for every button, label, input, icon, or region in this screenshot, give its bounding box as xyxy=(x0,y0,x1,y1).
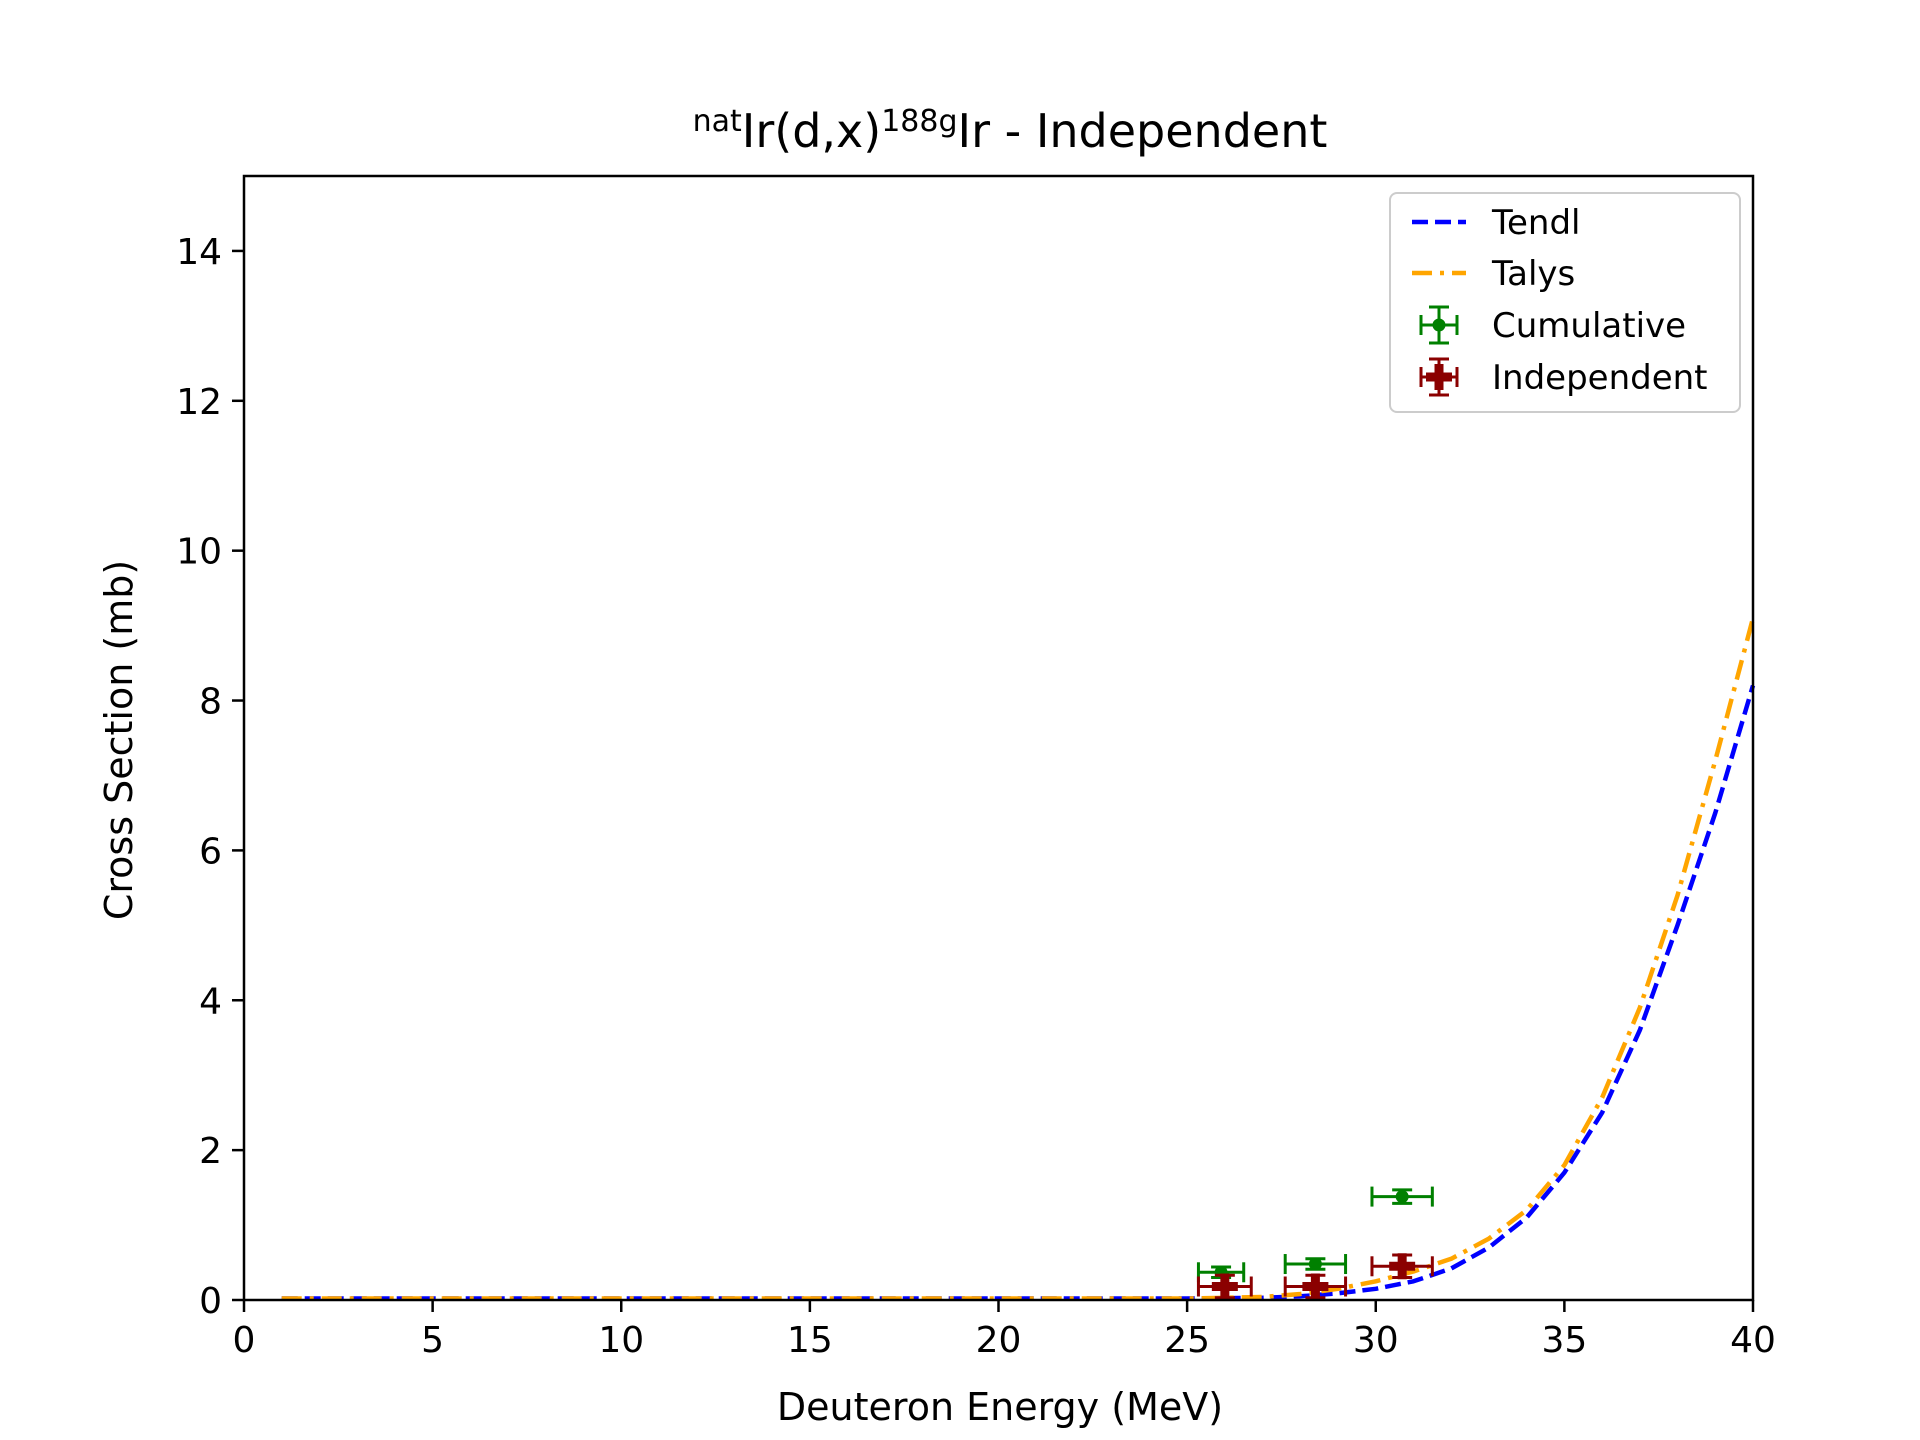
legend-label: Cumulative xyxy=(1492,306,1686,346)
legend-swatch xyxy=(1419,305,1459,345)
legend-items: Tendl Talys Cumulative Independent xyxy=(1412,203,1708,398)
legend-item-talys: Talys xyxy=(1412,254,1575,294)
chart-title-main-b: Ir - Independent xyxy=(958,104,1328,158)
y-axis: 0 2 4 6 8 10 12 14 xyxy=(176,232,244,1322)
chart-title: natIr(d,x)188gIr - Independent xyxy=(693,104,1328,158)
data-point-independent xyxy=(1196,1273,1253,1300)
data-point-cumulative xyxy=(1370,1186,1434,1207)
x-tick-label: 0 xyxy=(233,1320,256,1361)
series-line-talys xyxy=(281,617,1756,1301)
x-tick-label: 30 xyxy=(1353,1320,1399,1361)
data-point-cumulative xyxy=(1283,1254,1348,1275)
x-tick-label: 5 xyxy=(421,1320,444,1361)
legend-item-independent: Independent xyxy=(1419,357,1708,398)
x-tick-label: 40 xyxy=(1730,1320,1776,1361)
series-talys xyxy=(281,617,1756,1301)
x-tick-label: 10 xyxy=(598,1320,644,1361)
legend-label: Talys xyxy=(1491,254,1575,294)
y-tick-label: 12 xyxy=(176,382,222,423)
data-point-independent xyxy=(1370,1253,1434,1280)
y-tick-label: 4 xyxy=(199,981,222,1022)
marker-independent xyxy=(1211,1273,1238,1300)
y-tick-label: 8 xyxy=(199,682,222,723)
y-tick-label: 10 xyxy=(176,532,222,573)
legend-swatch xyxy=(1419,357,1459,397)
legend-box xyxy=(1389,192,1741,413)
chart-title-main-a: Ir(d,x) xyxy=(742,104,881,158)
y-tick-label: 6 xyxy=(199,831,222,872)
x-axis: 0 5 10 15 20 25 30 35 40 xyxy=(233,1300,1776,1361)
x-tick-label: 20 xyxy=(976,1320,1022,1361)
y-tick-label: 0 xyxy=(199,1281,222,1322)
chart-title-prefix-sup: nat xyxy=(693,104,742,139)
marker-cumulative xyxy=(1395,1190,1409,1204)
series-independent xyxy=(1196,1253,1434,1300)
y-axis-label: Cross Section (mb) xyxy=(97,560,141,920)
legend-label: Tendl xyxy=(1491,203,1581,243)
marker-independent xyxy=(1389,1253,1416,1280)
series-tendl xyxy=(281,684,1756,1301)
series-layer xyxy=(281,617,1756,1301)
marker-independent xyxy=(1302,1273,1329,1300)
chart-title-mid-sup: 188g xyxy=(881,104,957,139)
data-point-independent xyxy=(1283,1273,1348,1300)
x-tick-label: 35 xyxy=(1541,1320,1587,1361)
legend-item-cumulative: Cumulative xyxy=(1419,305,1686,346)
legend-marker xyxy=(1432,318,1446,332)
y-tick-label: 14 xyxy=(176,232,222,273)
series-line-tendl xyxy=(281,684,1756,1301)
legend-marker xyxy=(1426,364,1452,390)
x-axis-label: Deuteron Energy (MeV) xyxy=(777,1385,1223,1429)
legend-item-tendl: Tendl xyxy=(1412,203,1581,243)
y-tick-label: 2 xyxy=(199,1131,222,1172)
legend-label: Independent xyxy=(1492,358,1708,398)
marker-cumulative xyxy=(1308,1257,1322,1271)
plot-area xyxy=(281,617,1756,1301)
legend: Tendl Talys Cumulative Independent xyxy=(1389,192,1741,413)
x-tick-label: 15 xyxy=(787,1320,833,1361)
x-tick-label: 25 xyxy=(1164,1320,1210,1361)
